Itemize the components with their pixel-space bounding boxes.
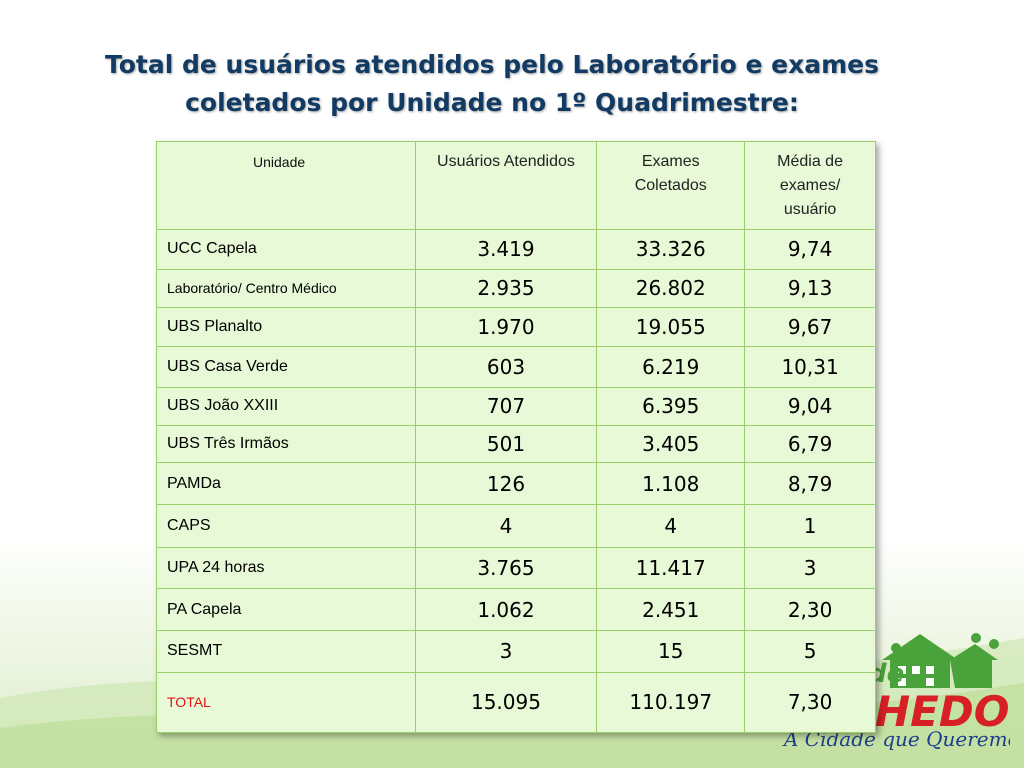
table-header-row: Unidade Usuários Atendidos Exames Coleta…	[156, 141, 876, 230]
cell-unidade: UBS João XXIII	[156, 386, 416, 426]
cell-unidade: UBS Casa Verde	[156, 346, 416, 388]
table-row: Laboratório/ Centro Médico 2.935 26.802 9,1…	[156, 268, 876, 309]
title-line-2: coletados por Unidade no 1º Quadrimestre…	[185, 88, 799, 117]
cell-exames: 6.219	[596, 346, 746, 388]
logo-name: HEDO	[875, 687, 1009, 736]
data-table: Unidade Usuários Atendidos Exames Coleta…	[156, 141, 876, 733]
cell-unidade: Laboratório/ Centro Médico	[156, 268, 416, 309]
cell-media: 9,67	[744, 307, 876, 348]
cell-exames: 19.055	[596, 307, 746, 348]
cell-media: 9,74	[744, 228, 876, 270]
page-title: Total de usuários atendidos pelo Laborat…	[0, 46, 984, 122]
cell-media: 9,13	[744, 268, 876, 309]
cell-unidade: UPA 24 horas	[156, 546, 416, 589]
cell-unidade: PAMDa	[156, 462, 416, 506]
total-media: 7,30	[744, 671, 876, 733]
table-row: PA Capela 1.062 2.451 2,30	[156, 587, 876, 632]
cell-usuarios: 603	[414, 346, 598, 388]
cell-exames: 2.451	[596, 587, 746, 632]
total-exames: 110.197	[596, 671, 746, 733]
cell-exames: 3.405	[596, 424, 746, 464]
cell-exames: 11.417	[596, 546, 746, 589]
cell-usuarios: 1.970	[414, 307, 598, 348]
table-row: UBS Casa Verde 603 6.219 10,31	[156, 346, 876, 388]
cell-media: 3	[744, 546, 876, 589]
table-row: UBS João XXIII 707 6.395 9,04	[156, 386, 876, 426]
header-usuarios: Usuários Atendidos	[414, 141, 598, 230]
table-row: UBS Três Irmãos 501 3.405 6,79	[156, 424, 876, 464]
cell-exames: 1.108	[596, 462, 746, 506]
table-row: UPA 24 horas 3.765 11.417 3	[156, 546, 876, 589]
cell-media: 1	[744, 504, 876, 548]
cell-usuarios: 3.419	[414, 228, 598, 270]
header-unidade: Unidade	[156, 141, 416, 230]
table-row: PAMDa 126 1.108 8,79	[156, 462, 876, 506]
cell-usuarios: 707	[414, 386, 598, 426]
cell-media: 5	[744, 630, 876, 673]
cell-usuarios: 1.062	[414, 587, 598, 632]
total-usuarios: 15.095	[414, 671, 598, 733]
cell-usuarios: 126	[414, 462, 598, 506]
header-exames: Exames Coletados	[596, 141, 746, 230]
cell-exames: 4	[596, 504, 746, 548]
cell-media: 8,79	[744, 462, 876, 506]
cell-usuarios: 2.935	[414, 268, 598, 309]
cell-usuarios: 501	[414, 424, 598, 464]
table-row: CAPS 4 4 1	[156, 504, 876, 548]
cell-usuarios: 3	[414, 630, 598, 673]
table-row: SESMT 3 15 5	[156, 630, 876, 673]
cell-exames: 26.802	[596, 268, 746, 309]
cell-exames: 33.326	[596, 228, 746, 270]
title-line-1: Total de usuários atendidos pelo Laborat…	[104, 50, 880, 79]
houses-icon	[882, 633, 999, 688]
cell-unidade: UBS Planalto	[156, 307, 416, 348]
header-media: Média de exames/ usuário	[744, 141, 876, 230]
cell-usuarios: 4	[414, 504, 598, 548]
cell-usuarios: 3.765	[414, 546, 598, 589]
cell-media: 9,04	[744, 386, 876, 426]
data-table-container: Unidade Usuários Atendidos Exames Coleta…	[156, 141, 876, 733]
cell-exames: 15	[596, 630, 746, 673]
cell-exames: 6.395	[596, 386, 746, 426]
cell-media: 10,31	[744, 346, 876, 388]
table-total-row: TOTAL 15.095 110.197 7,30	[156, 671, 876, 733]
cell-media: 6,79	[744, 424, 876, 464]
cell-media: 2,30	[744, 587, 876, 632]
cell-unidade: CAPS	[156, 504, 416, 548]
cell-unidade: SESMT	[156, 630, 416, 673]
cell-unidade: PA Capela	[156, 587, 416, 632]
table-row: UCC Capela 3.419 33.326 9,74	[156, 228, 876, 270]
cell-unidade: UCC Capela	[156, 228, 416, 270]
table-row: UBS Planalto 1.970 19.055 9,67	[156, 307, 876, 348]
cell-unidade: UBS Três Irmãos	[156, 424, 416, 464]
total-label: TOTAL	[156, 671, 416, 733]
